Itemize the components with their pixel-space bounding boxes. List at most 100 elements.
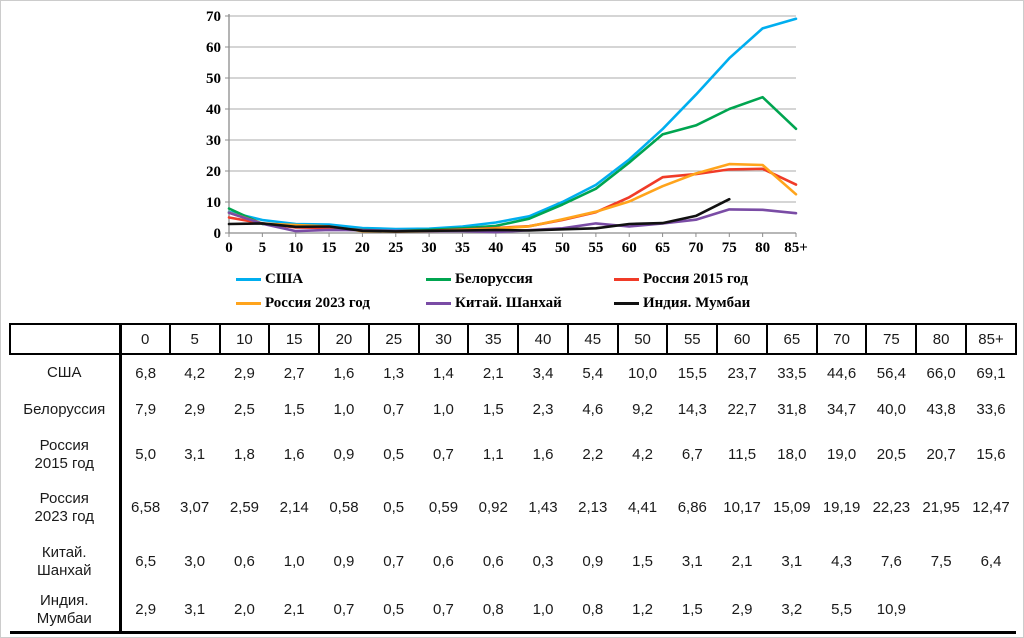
- legend-item: Индия. Мумбаи: [614, 293, 750, 313]
- table-cell: 7,9: [135, 401, 157, 418]
- table-cell: 6,86: [677, 499, 707, 516]
- column-header: 40: [517, 323, 569, 355]
- column-header: 5: [168, 323, 221, 355]
- x-axis-label: 40: [488, 240, 503, 256]
- table-cell: 0,7: [433, 446, 454, 463]
- table-cell: 20,5: [876, 446, 906, 463]
- x-axis-label: 30: [422, 240, 437, 256]
- legend-item: Китай. Шанхай: [426, 293, 562, 313]
- table-cell: 4,6: [582, 401, 604, 418]
- table-cell: 0,59: [428, 499, 459, 516]
- table-cell: 0,7: [383, 553, 405, 570]
- table-cell: 22,7: [727, 401, 757, 418]
- table-cell: 3,07: [180, 499, 210, 516]
- table-cell: 19,0: [827, 446, 857, 463]
- table-cell: 1,5: [667, 589, 718, 634]
- table-cell: 31,8: [777, 401, 807, 418]
- table-row: Белоруссия 7,9 2,9 2,5 1,5 1,0 0,7 1,0 1,5 2,3 4,6…: [10, 391, 1016, 428]
- table-cell: 4,2: [632, 446, 653, 463]
- table-row: Китай. Шанхай 6,5 3,0 0,6 1,0 0,9 0,7 0,6 0,6 0,3…: [10, 534, 1016, 589]
- table-cell: 5,5: [816, 589, 867, 634]
- table-cell: 4,41: [627, 499, 658, 516]
- y-axis-label: 70: [206, 9, 221, 25]
- x-axis-label: 55: [588, 240, 603, 256]
- legend-label: Китай. Шанхай: [455, 295, 562, 311]
- column-header: 15: [268, 323, 321, 355]
- table-cell: 0,9: [582, 553, 604, 570]
- table-cell: 22,23: [872, 499, 911, 516]
- table-cell: 2,1: [731, 553, 753, 570]
- legend-swatch-icon: [614, 301, 639, 305]
- table-cell: 1,4: [433, 364, 454, 382]
- series-line-1: [227, 95, 798, 233]
- y-axis-label: 50: [206, 71, 221, 87]
- table-cell: 0,58: [329, 499, 359, 516]
- table-row: Индия. Мумбаи 2,9 3,1 2,0 2,1 0,7 0,5 0,7 0,8 1,0…: [10, 589, 1016, 634]
- table-cell: 0,9: [333, 553, 355, 570]
- legend-label: Россия 2015 год: [643, 271, 748, 287]
- series-line-0: [227, 17, 798, 231]
- table-cell: 1,43: [528, 499, 558, 516]
- table-cell: 34,7: [827, 401, 857, 418]
- table-cell: 0,6: [233, 553, 255, 570]
- table-cell: 2,0: [219, 589, 270, 634]
- table-cell: 3,2: [766, 589, 817, 634]
- table-cell: 6,8: [135, 364, 157, 382]
- table-cell: 2,9: [717, 589, 767, 634]
- table-cell: 21,95: [922, 499, 960, 516]
- column-header: 55: [666, 323, 719, 355]
- legend-item: Белоруссия: [426, 269, 533, 289]
- table-cell: 10,17: [723, 499, 761, 516]
- table-cell: 1,0: [518, 589, 568, 634]
- series-line-5: [227, 197, 731, 233]
- table-cell: 3,1: [169, 589, 220, 634]
- table-cell: 1,1: [482, 446, 504, 463]
- x-axis-label: 85+: [784, 240, 808, 256]
- column-header: 0: [119, 323, 171, 355]
- table-row: Россия 2023 год 6,58 3,07 2,59 2,14 0,58 0,5 0,…: [10, 481, 1016, 534]
- table-cell: 3,1: [681, 553, 703, 570]
- row-label: Китай. Шанхай: [10, 534, 122, 589]
- x-axis-label: 35: [455, 240, 470, 256]
- row-label: США: [10, 354, 122, 391]
- x-axis-label: 20: [355, 240, 370, 256]
- table-cell: 1,5: [632, 553, 653, 570]
- table-cell: 33,6: [976, 401, 1006, 418]
- table-cell: 1,0: [333, 401, 355, 418]
- x-axis-label: 5: [259, 240, 267, 256]
- table-cell: 11,5: [728, 446, 757, 463]
- x-axis-label: 15: [322, 240, 337, 256]
- table-cell: 1,5: [283, 401, 305, 418]
- y-axis-label: 10: [206, 195, 221, 211]
- table-row: США 6,8 4,2 2,9 2,7 1,6 1,3 1,4 2,1 3,4 5,4 10,0 15,…: [10, 354, 1016, 391]
- table-cell: 43,8: [926, 401, 956, 418]
- table-cell: 23,7: [727, 364, 757, 382]
- table-cell: 2,3: [532, 401, 554, 418]
- table-cell: 2,5: [233, 401, 255, 418]
- column-header: 85+: [965, 323, 1017, 355]
- table-cell: 0,9: [333, 446, 355, 463]
- table-cell: [966, 589, 1016, 634]
- legend-label: Белоруссия: [455, 271, 533, 287]
- table-cell: 10,0: [627, 364, 658, 382]
- table-cell: 33,5: [777, 364, 807, 382]
- legend-swatch-icon: [426, 301, 451, 305]
- legend-swatch-icon: [236, 277, 261, 281]
- x-axis-label: 50: [555, 240, 570, 256]
- table-cell: 2,1: [269, 589, 320, 634]
- table-cell: 19,19: [822, 499, 861, 516]
- table-cell: 1,0: [283, 553, 305, 570]
- table-cell: 0,5: [368, 589, 419, 634]
- table-body: США 6,8 4,2 2,9 2,7 1,6 1,3 1,4 2,1 3,4 5,4 10,0 15,…: [10, 354, 1016, 634]
- y-axis-label: 60: [206, 40, 221, 56]
- table-cell: 56,4: [876, 364, 906, 382]
- table-cell: 1,2: [617, 589, 668, 634]
- table-cell: 44,6: [827, 364, 857, 382]
- table-row: Россия 2015 год 5,0 3,1 1,8 1,6 0,9 0,5 0,7 1,1 1…: [10, 428, 1016, 481]
- table-cell: 10,9: [866, 589, 917, 634]
- table-cell: 9,2: [632, 401, 653, 418]
- x-axis-label: 80: [755, 240, 770, 256]
- table-cell: 7,6: [880, 553, 902, 570]
- table-cell: 1,6: [333, 364, 355, 382]
